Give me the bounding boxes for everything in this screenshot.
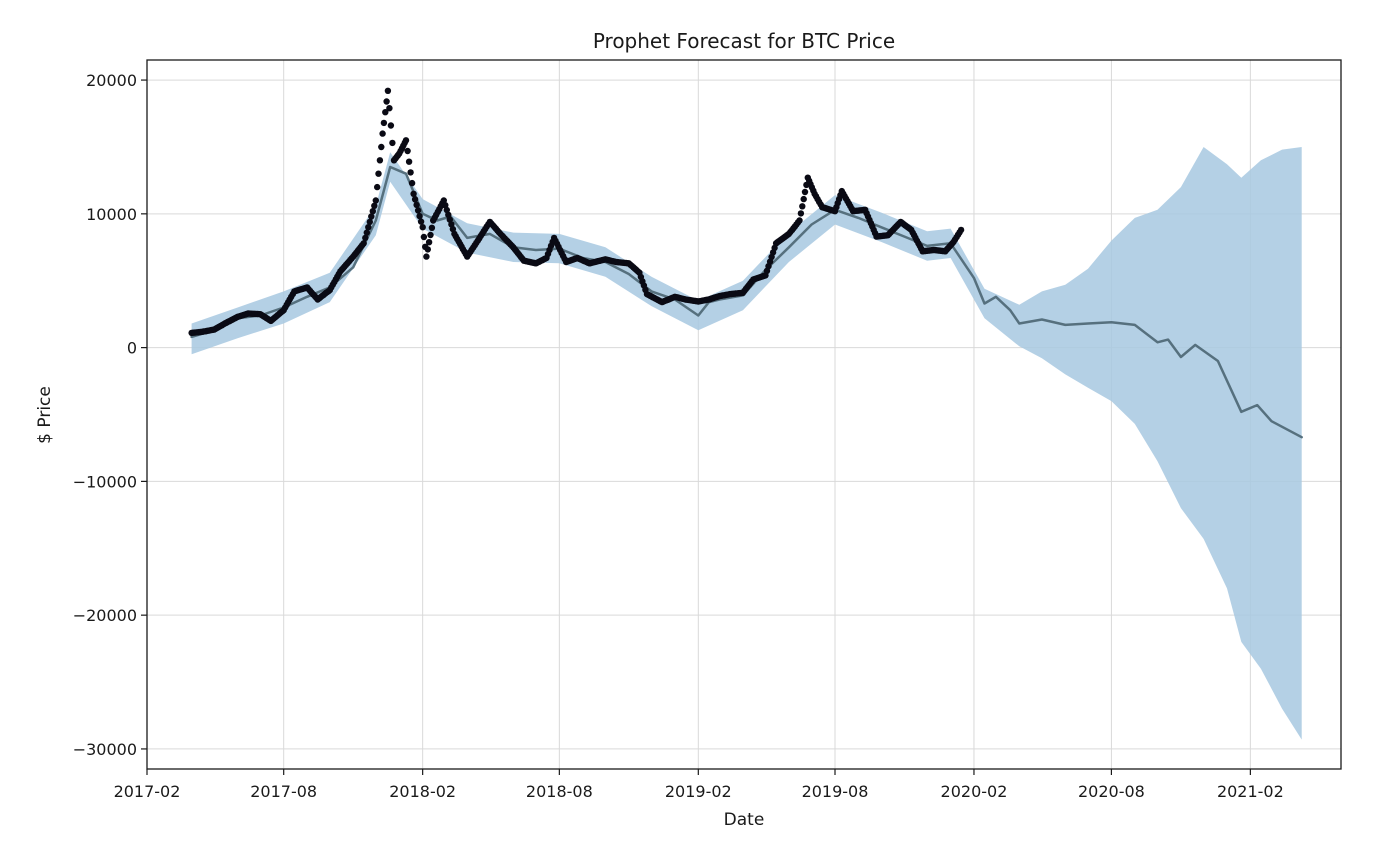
x-tick-label: 2021-02: [1217, 782, 1284, 801]
observed-point: [800, 195, 807, 203]
observed-point: [957, 226, 965, 234]
observed-point: [428, 224, 436, 231]
observed-point: [801, 188, 809, 196]
observed-point: [423, 253, 430, 260]
x-tick-label: 2018-08: [526, 782, 593, 801]
y-axis-label: $ Price: [35, 386, 55, 444]
observed-point: [404, 147, 411, 155]
observed-point: [362, 234, 369, 242]
observed-point: [410, 190, 417, 197]
y-axis-ticks: 20000 10000 0 −10000 −20000 −30000: [73, 71, 147, 759]
observed-points-layer: [188, 87, 965, 337]
observed-point: [427, 231, 434, 239]
observed-point: [449, 225, 457, 233]
observed-point: [383, 98, 390, 105]
observed-point: [375, 170, 382, 177]
observed-point: [360, 240, 367, 247]
observed-point: [374, 183, 381, 191]
observed-point: [424, 246, 431, 253]
observed-point: [420, 233, 428, 241]
x-tick-label: 2020-02: [941, 782, 1008, 801]
y-tick-label: −30000: [73, 740, 137, 759]
observed-point: [408, 179, 416, 187]
observed-point: [363, 229, 370, 236]
observed-point: [419, 224, 426, 231]
observed-point: [365, 224, 372, 231]
observed-point: [442, 202, 449, 209]
observed-point: [417, 218, 425, 225]
observed-point: [443, 206, 450, 214]
observed-point: [386, 105, 393, 112]
x-tick-label: 2017-08: [250, 782, 317, 801]
observed-point: [414, 207, 422, 214]
observed-point: [380, 119, 388, 127]
x-axis-label: Date: [724, 810, 765, 830]
observed-point: [799, 203, 806, 210]
observed-point: [416, 212, 423, 220]
observed-point: [445, 211, 452, 218]
observed-point: [378, 143, 385, 151]
observed-point: [407, 169, 414, 176]
observed-point: [402, 137, 410, 144]
x-tick-label: 2019-02: [665, 782, 732, 801]
observed-point: [371, 202, 378, 209]
observed-point: [372, 197, 379, 204]
y-tick-label: 0: [127, 339, 137, 358]
plot-area-frame: [146, 59, 1342, 770]
observed-point: [366, 218, 373, 226]
chart-title: Prophet Forecast for BTC Price: [593, 29, 895, 53]
observed-point: [368, 213, 375, 220]
observed-point: [384, 87, 392, 95]
observed-point: [369, 208, 376, 215]
y-tick-label: 20000: [86, 71, 137, 90]
observed-point: [389, 139, 396, 147]
observed-point: [797, 210, 805, 217]
observed-point: [382, 109, 389, 116]
x-tick-label: 2020-08: [1078, 782, 1145, 801]
observed-point: [379, 130, 386, 137]
observed-point: [387, 122, 395, 129]
y-tick-label: −10000: [73, 472, 137, 491]
x-axis-ticks: 2017-02 2017-08 2018-02 2018-08 2019-02 2019-…: [114, 769, 1284, 801]
observed-point: [411, 196, 419, 203]
y-tick-label: 10000: [86, 205, 137, 224]
observed-point: [376, 157, 384, 164]
uncertainty-band: [191, 147, 1302, 740]
observed-point: [405, 158, 413, 165]
observed-point: [425, 239, 433, 246]
x-tick-label: 2019-08: [802, 782, 869, 801]
observed-point: [796, 217, 803, 224]
observed-point: [413, 201, 420, 209]
x-tick-label: 2017-02: [114, 782, 181, 801]
x-tick-label: 2018-02: [389, 782, 456, 801]
uncertainty-interval-layer: [191, 147, 1302, 740]
y-tick-label: −20000: [73, 606, 137, 625]
